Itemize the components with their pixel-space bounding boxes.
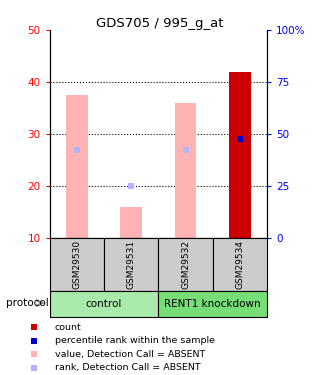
Bar (175, 103, 196, 238)
Text: percentile rank within the sample: percentile rank within the sample (55, 336, 215, 345)
Text: count: count (55, 322, 82, 332)
Text: protocol: protocol (6, 298, 49, 308)
Text: control: control (86, 299, 122, 309)
Bar (104, 238, 158, 291)
Bar (50, 238, 104, 291)
Text: GSM29531: GSM29531 (127, 240, 136, 289)
Bar (66, 95, 88, 238)
Bar (229, 72, 251, 238)
Text: GSM29532: GSM29532 (181, 240, 190, 289)
Bar (158, 238, 213, 291)
Bar (120, 207, 142, 238)
Text: value, Detection Call = ABSENT: value, Detection Call = ABSENT (55, 350, 205, 358)
Text: GDS705 / 995_g_at: GDS705 / 995_g_at (96, 17, 224, 30)
Text: RENT1 knockdown: RENT1 knockdown (164, 299, 261, 309)
Bar (229, 72, 251, 238)
Text: GSM29534: GSM29534 (236, 240, 244, 289)
Bar (158, 291, 267, 317)
Text: GSM29530: GSM29530 (72, 240, 81, 289)
Text: rank, Detection Call = ABSENT: rank, Detection Call = ABSENT (55, 363, 201, 372)
Bar (213, 238, 267, 291)
Bar (50, 291, 158, 317)
